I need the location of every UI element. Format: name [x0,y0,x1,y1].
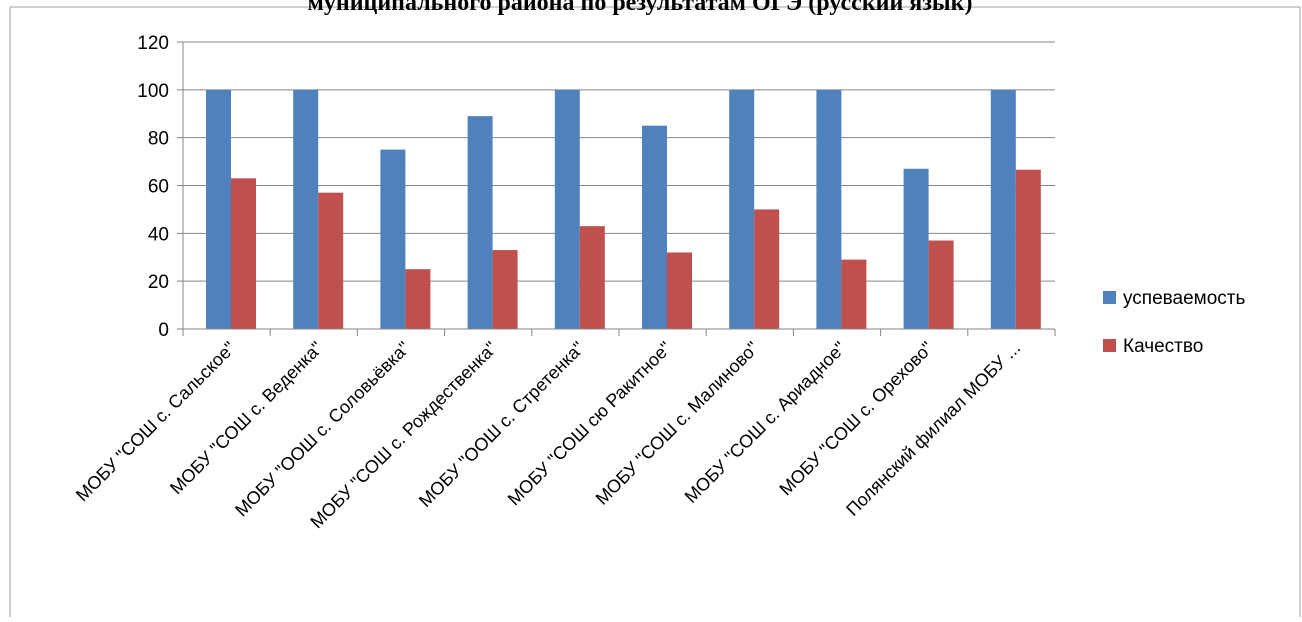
legend-swatch [1103,339,1116,352]
x-tick-label: Полянский филиал МОБУ ... [842,338,1024,520]
y-tick-label: 0 [158,320,169,341]
bar-uspevaemost [816,89,842,329]
bar-kachestvo [928,240,954,329]
legend-swatch [1103,291,1116,304]
x-tick-label: МОБУ "ООШ с. Соловьёвка" [231,338,414,521]
bar-kachestvo [667,252,692,329]
bar-uspevaemost [554,89,580,329]
bar-kachestvo [405,269,431,329]
legend-label: успеваемость [1123,288,1245,309]
x-tick-label: МОБУ "СОШ с. Малиново" [592,338,763,509]
x-tick-label: МОБУ "СОШ с. Орехово" [775,338,937,500]
x-tick-label: МОБУ "ООШ с. Стретенка" [415,338,588,511]
legend: успеваемость Качество [1103,288,1245,357]
x-tick-label: МОБУ "СОШ с. Веденка" [166,338,327,499]
y-tick-label: 100 [137,81,169,102]
bar-uspevaemost [467,116,493,330]
bar-uspevaemost [642,125,667,329]
bar-uspevaemost [990,89,1016,329]
legend-label: Качество [1123,336,1203,357]
bar-kachestvo [231,178,256,329]
bar-uspevaemost [293,89,319,329]
y-tick-label: 40 [148,224,169,245]
bar-uspevaemost [206,89,231,329]
x-tick-label: МОБУ "СОШ с. Ариадное" [681,338,850,507]
bar-kachestvo [754,209,780,329]
y-tick-label: 120 [137,33,169,54]
bar-kachestvo [1015,169,1041,329]
y-tick-label: 60 [148,177,169,198]
y-tick-label: 80 [148,129,169,150]
x-tick-label: МОБУ "СОШ с. Рождественка" [306,338,501,533]
y-axis: 0 20 40 60 80 100 120 [137,33,184,341]
y-tick-label: 20 [148,272,169,293]
x-axis: МОБУ "СОШ с. Сальское"МОБУ "СОШ с. Веден… [72,328,1056,533]
bar-kachestvo [492,250,518,329]
bar-kachestvo [841,259,867,329]
bars [206,89,1041,330]
bar-uspevaemost [380,149,406,329]
bar-kachestvo [579,226,605,329]
x-tick-label: МОБУ "СОШ сю Ракитное" [504,338,676,510]
bar-uspevaemost [903,168,929,329]
bar-uspevaemost [729,89,755,329]
chart-title: муниципального района по результатам ОГЭ… [308,0,973,16]
x-tick-label: МОБУ "СОШ с. Сальское" [72,338,240,506]
bar-kachestvo [318,192,344,329]
